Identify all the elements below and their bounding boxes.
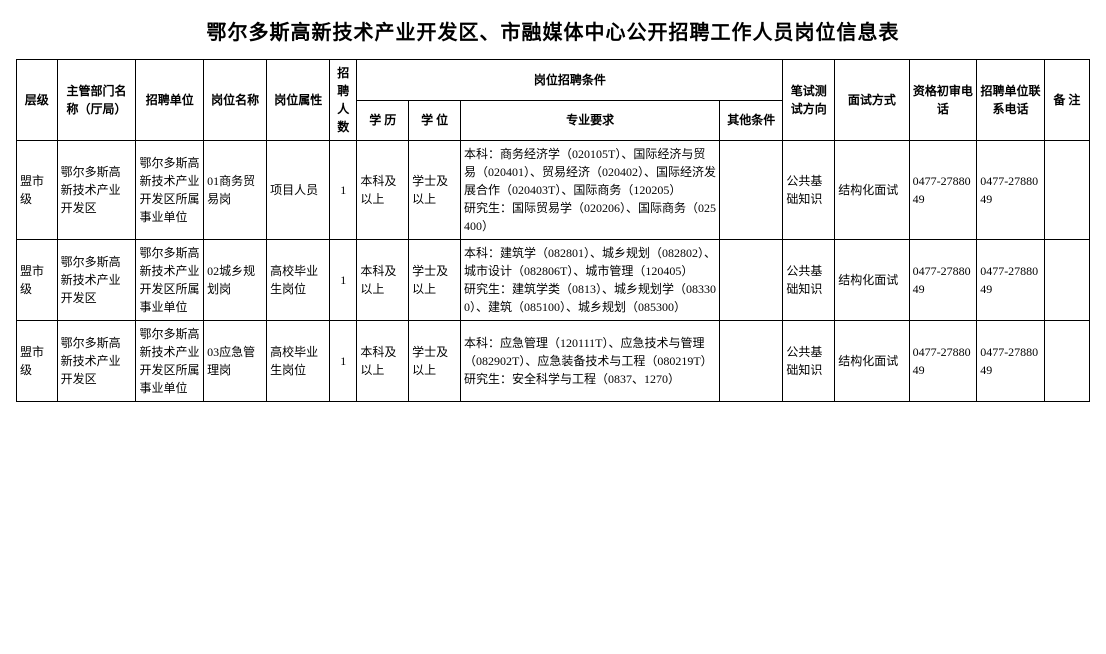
cell-count: 1: [330, 141, 357, 240]
cell-phone1: 0477-2788049: [909, 141, 977, 240]
cell-posname: 03应急管理岗: [204, 321, 267, 402]
cell-dept: 鄂尔多斯高新技术产业开发区: [57, 321, 136, 402]
cell-phone1: 0477-2788049: [909, 240, 977, 321]
cell-dept: 鄂尔多斯高新技术产业开发区: [57, 141, 136, 240]
cell-edu: 本科及以上: [357, 141, 409, 240]
th-dept: 主管部门名称（厅局）: [57, 60, 136, 141]
cell-major: 本科：建筑学（082801）、城乡规划（082802）、城市设计（082806T…: [461, 240, 720, 321]
cell-phone2: 0477-2788049: [977, 321, 1045, 402]
cell-written: 公共基础知识: [783, 240, 835, 321]
cell-interview: 结构化面试: [835, 141, 909, 240]
th-phone2: 招聘单位联系电话: [977, 60, 1045, 141]
cell-unit: 鄂尔多斯高新技术产业开发区所属事业单位: [136, 321, 204, 402]
cell-level: 盟市级: [17, 240, 58, 321]
cell-other: [720, 240, 783, 321]
cell-remark: [1044, 240, 1089, 321]
cell-remark: [1044, 321, 1089, 402]
cell-edu: 本科及以上: [357, 321, 409, 402]
position-table: 层级 主管部门名称（厅局） 招聘单位 岗位名称 岗位属性 招聘人数 岗位招聘条件…: [16, 59, 1090, 402]
cell-posname: 02城乡规划岗: [204, 240, 267, 321]
cell-degree: 学士及以上: [409, 321, 461, 402]
cell-written: 公共基础知识: [783, 321, 835, 402]
cell-interview: 结构化面试: [835, 321, 909, 402]
cell-unit: 鄂尔多斯高新技术产业开发区所属事业单位: [136, 240, 204, 321]
cell-count: 1: [330, 321, 357, 402]
page-title: 鄂尔多斯高新技术产业开发区、市融媒体中心公开招聘工作人员岗位信息表: [16, 16, 1090, 45]
cell-level: 盟市级: [17, 321, 58, 402]
cell-other: [720, 141, 783, 240]
th-count: 招聘人数: [330, 60, 357, 141]
cell-posname: 01商务贸易岗: [204, 141, 267, 240]
cell-degree: 学士及以上: [409, 240, 461, 321]
cell-major: 本科：商务经济学（020105T）、国际经济与贸易（020401）、贸易经济（0…: [461, 141, 720, 240]
cell-edu: 本科及以上: [357, 240, 409, 321]
th-level: 层级: [17, 60, 58, 141]
cell-major: 本科：应急管理（120111T）、应急技术与管理（082902T）、应急装备技术…: [461, 321, 720, 402]
cell-unit: 鄂尔多斯高新技术产业开发区所属事业单位: [136, 141, 204, 240]
table-row: 盟市级鄂尔多斯高新技术产业开发区鄂尔多斯高新技术产业开发区所属事业单位01商务贸…: [17, 141, 1090, 240]
cell-remark: [1044, 141, 1089, 240]
cell-count: 1: [330, 240, 357, 321]
cell-phone2: 0477-2788049: [977, 240, 1045, 321]
cell-dept: 鄂尔多斯高新技术产业开发区: [57, 240, 136, 321]
cell-phone1: 0477-2788049: [909, 321, 977, 402]
th-unit: 招聘单位: [136, 60, 204, 141]
th-posattr: 岗位属性: [267, 60, 330, 141]
th-edu: 学 历: [357, 100, 409, 141]
th-written: 笔试测试方向: [783, 60, 835, 141]
table-row: 盟市级鄂尔多斯高新技术产业开发区鄂尔多斯高新技术产业开发区所属事业单位03应急管…: [17, 321, 1090, 402]
cell-posattr: 高校毕业生岗位: [267, 240, 330, 321]
th-phone1: 资格初审电话: [909, 60, 977, 141]
cell-posattr: 高校毕业生岗位: [267, 321, 330, 402]
th-major: 专业要求: [461, 100, 720, 141]
header-row-1: 层级 主管部门名称（厅局） 招聘单位 岗位名称 岗位属性 招聘人数 岗位招聘条件…: [17, 60, 1090, 101]
th-remark: 备 注: [1044, 60, 1089, 141]
cell-posattr: 项目人员: [267, 141, 330, 240]
cell-written: 公共基础知识: [783, 141, 835, 240]
cell-level: 盟市级: [17, 141, 58, 240]
th-interview: 面试方式: [835, 60, 909, 141]
table-row: 盟市级鄂尔多斯高新技术产业开发区鄂尔多斯高新技术产业开发区所属事业单位02城乡规…: [17, 240, 1090, 321]
th-degree: 学 位: [409, 100, 461, 141]
cell-other: [720, 321, 783, 402]
cell-interview: 结构化面试: [835, 240, 909, 321]
cell-phone2: 0477-2788049: [977, 141, 1045, 240]
cell-degree: 学士及以上: [409, 141, 461, 240]
th-other: 其他条件: [720, 100, 783, 141]
th-posname: 岗位名称: [204, 60, 267, 141]
th-conditions: 岗位招聘条件: [357, 60, 783, 101]
